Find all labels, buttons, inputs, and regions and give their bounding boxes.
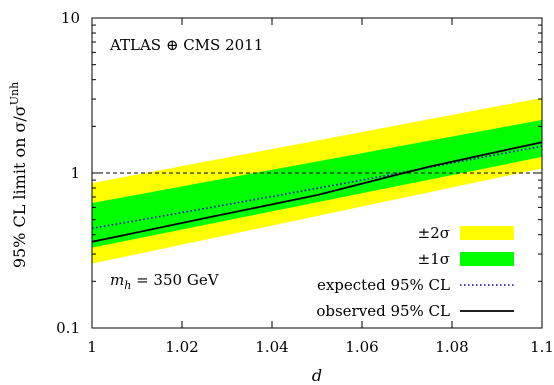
y-axis-title: 95% CL limit on σ/σUnh	[8, 82, 29, 268]
legend: ±2σ ±1σ expected 95% CL observed 95% CL	[316, 224, 514, 320]
y-tick-label: 1	[70, 164, 80, 182]
x-axis-title: d	[312, 366, 322, 385]
legend-label: expected 95% CL	[317, 276, 450, 294]
x-tick-label: 1.1	[530, 338, 554, 356]
y-tick-label: 10	[61, 9, 80, 27]
mass-annotation: mh = 350 GeV	[110, 271, 220, 292]
legend-label: observed 95% CL	[316, 302, 450, 320]
experiment-annotation: ATLAS ⊕ CMS 2011	[109, 36, 263, 54]
y-tick-label: 0.1	[56, 319, 80, 337]
x-tick-label: 1.08	[435, 338, 468, 356]
x-tick-label: 1.04	[255, 338, 288, 356]
legend-label: ±2σ	[418, 224, 450, 242]
x-tick-label: 1	[87, 338, 97, 356]
legend-swatch	[460, 252, 514, 266]
legend-swatch	[460, 226, 514, 240]
legend-label: ±1σ	[418, 250, 450, 268]
x-tick-label: 1.06	[345, 338, 378, 356]
x-tick-label: 1.02	[165, 338, 198, 356]
